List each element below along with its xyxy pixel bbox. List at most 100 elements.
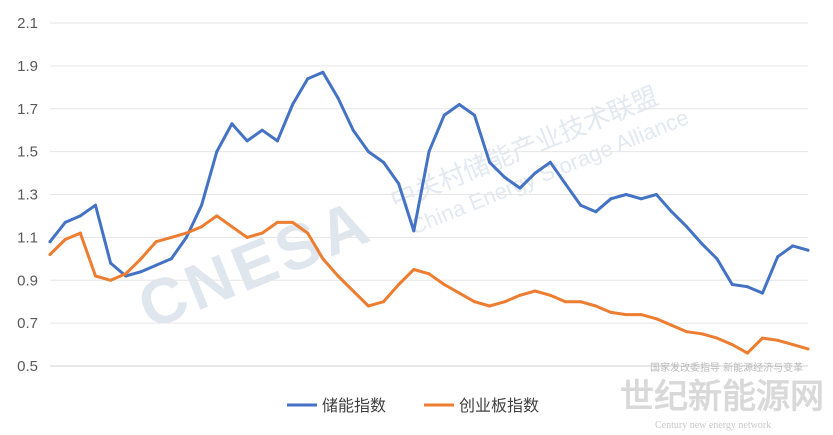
data-point-series-0	[654, 193, 658, 196]
data-point-series-1	[109, 278, 113, 282]
data-point-series-0	[321, 70, 325, 74]
data-point-series-0	[336, 96, 340, 100]
data-point-series-0	[730, 283, 734, 286]
watermark-cnesa-text: CNESA	[128, 185, 381, 343]
data-point-series-0	[776, 255, 780, 259]
data-point-series-0	[260, 128, 264, 132]
data-point-series-1	[169, 235, 173, 239]
data-point-series-1	[624, 313, 628, 317]
data-point-series-1	[639, 313, 643, 317]
legend-label-series-1: 创业板指数	[459, 396, 539, 415]
data-point-series-0	[473, 113, 476, 117]
data-point-series-1	[275, 220, 279, 224]
data-point-series-0	[94, 203, 97, 207]
data-point-series-1	[457, 291, 461, 295]
data-point-series-1	[488, 304, 492, 308]
y-tick-label: 1.5	[17, 144, 38, 161]
watermark-cnesa: CNESA	[128, 185, 381, 343]
data-point-series-1	[78, 231, 82, 235]
data-point-series-0	[109, 261, 113, 265]
data-point-series-0	[685, 225, 689, 229]
data-point-series-1	[685, 330, 689, 334]
data-point-series-1	[670, 323, 674, 327]
data-point-series-1	[321, 257, 325, 261]
data-point-series-0	[639, 197, 643, 201]
legend: 储能指数 创业板指数	[287, 396, 539, 415]
data-point-series-0	[518, 186, 522, 190]
y-tick-label: 1.7	[17, 101, 38, 118]
data-point-series-1	[473, 300, 476, 304]
data-point-series-0	[351, 128, 355, 132]
data-point-series-1	[306, 231, 310, 235]
data-point-series-1	[518, 293, 522, 297]
data-point-series-1	[397, 283, 401, 286]
data-point-series-1	[184, 231, 188, 235]
data-point-series-1	[291, 220, 295, 224]
y-tick-label: 0.9	[17, 272, 38, 289]
series-lines	[48, 70, 810, 355]
data-point-series-1	[700, 332, 704, 336]
data-point-series-1	[382, 300, 385, 304]
data-point-series-1	[730, 343, 734, 347]
y-tick-label: 1.3	[17, 187, 38, 204]
gridlines	[50, 22, 808, 367]
data-point-series-1	[442, 283, 446, 286]
data-point-series-0	[761, 291, 764, 295]
data-point-series-0	[230, 122, 234, 126]
data-point-series-1	[366, 304, 370, 308]
data-point-series-0	[275, 139, 279, 143]
data-point-series-0	[670, 210, 674, 214]
data-point-series-1	[776, 338, 780, 342]
data-point-series-1	[654, 317, 658, 321]
data-point-series-1	[548, 293, 552, 297]
watermark-brand-cn: 世纪新能源网	[620, 377, 824, 417]
data-point-series-0	[245, 139, 249, 143]
data-point-series-0	[806, 248, 810, 252]
data-point-series-0	[306, 77, 310, 81]
data-point-series-1	[715, 336, 719, 340]
data-point-series-0	[624, 193, 628, 196]
data-point-series-1	[351, 289, 355, 293]
data-point-series-0	[442, 113, 446, 117]
data-point-series-1	[63, 238, 67, 241]
data-point-series-1	[139, 257, 143, 261]
data-point-series-0	[609, 197, 613, 201]
y-tick-label: 0.7	[17, 315, 38, 332]
data-point-series-0	[412, 229, 416, 233]
data-point-series-0	[154, 263, 158, 267]
data-point-series-1	[609, 310, 613, 314]
data-point-series-1	[215, 214, 219, 218]
data-point-series-0	[382, 160, 385, 164]
legend-label-series-0: 储能指数	[322, 396, 386, 415]
y-tick-label: 2.1	[17, 15, 38, 32]
data-point-series-1	[745, 351, 749, 355]
data-point-series-1	[427, 272, 431, 276]
data-point-series-1	[94, 274, 97, 278]
data-point-series-0	[291, 103, 295, 106]
data-point-series-0	[184, 235, 188, 239]
data-point-series-0	[533, 171, 537, 175]
watermark-sub-caption: 国家发改委指导 新能源经济与变革	[650, 361, 803, 374]
data-point-series-0	[715, 257, 719, 261]
data-point-series-1	[563, 300, 567, 304]
data-point-series-0	[366, 150, 370, 154]
data-point-series-0	[397, 182, 401, 186]
data-point-series-1	[412, 268, 416, 271]
data-point-series-0	[700, 242, 704, 246]
data-point-series-1	[594, 304, 598, 308]
data-point-series-1	[245, 235, 249, 239]
data-point-series-0	[48, 240, 52, 244]
data-point-series-1	[579, 300, 583, 304]
watermark-century-energy: 国家发改委指导 新能源经济与变革 世纪新能源网 Century new ener…	[620, 361, 824, 431]
data-point-series-0	[457, 103, 461, 106]
watermark-alliance: 中关村储能产业技术联盟 China Energy Storage Allianc…	[386, 82, 692, 240]
data-point-series-1	[761, 336, 764, 340]
data-point-series-0	[548, 160, 552, 164]
data-point-series-0	[488, 160, 492, 164]
data-point-series-0	[215, 150, 219, 154]
y-axis-ticks: 0.5 0.7 0.9 1.1 1.3 1.5 1.7 1.9 2.1	[17, 15, 38, 375]
data-point-series-1	[154, 240, 158, 244]
data-point-series-0	[78, 214, 82, 218]
data-point-series-1	[806, 347, 810, 351]
